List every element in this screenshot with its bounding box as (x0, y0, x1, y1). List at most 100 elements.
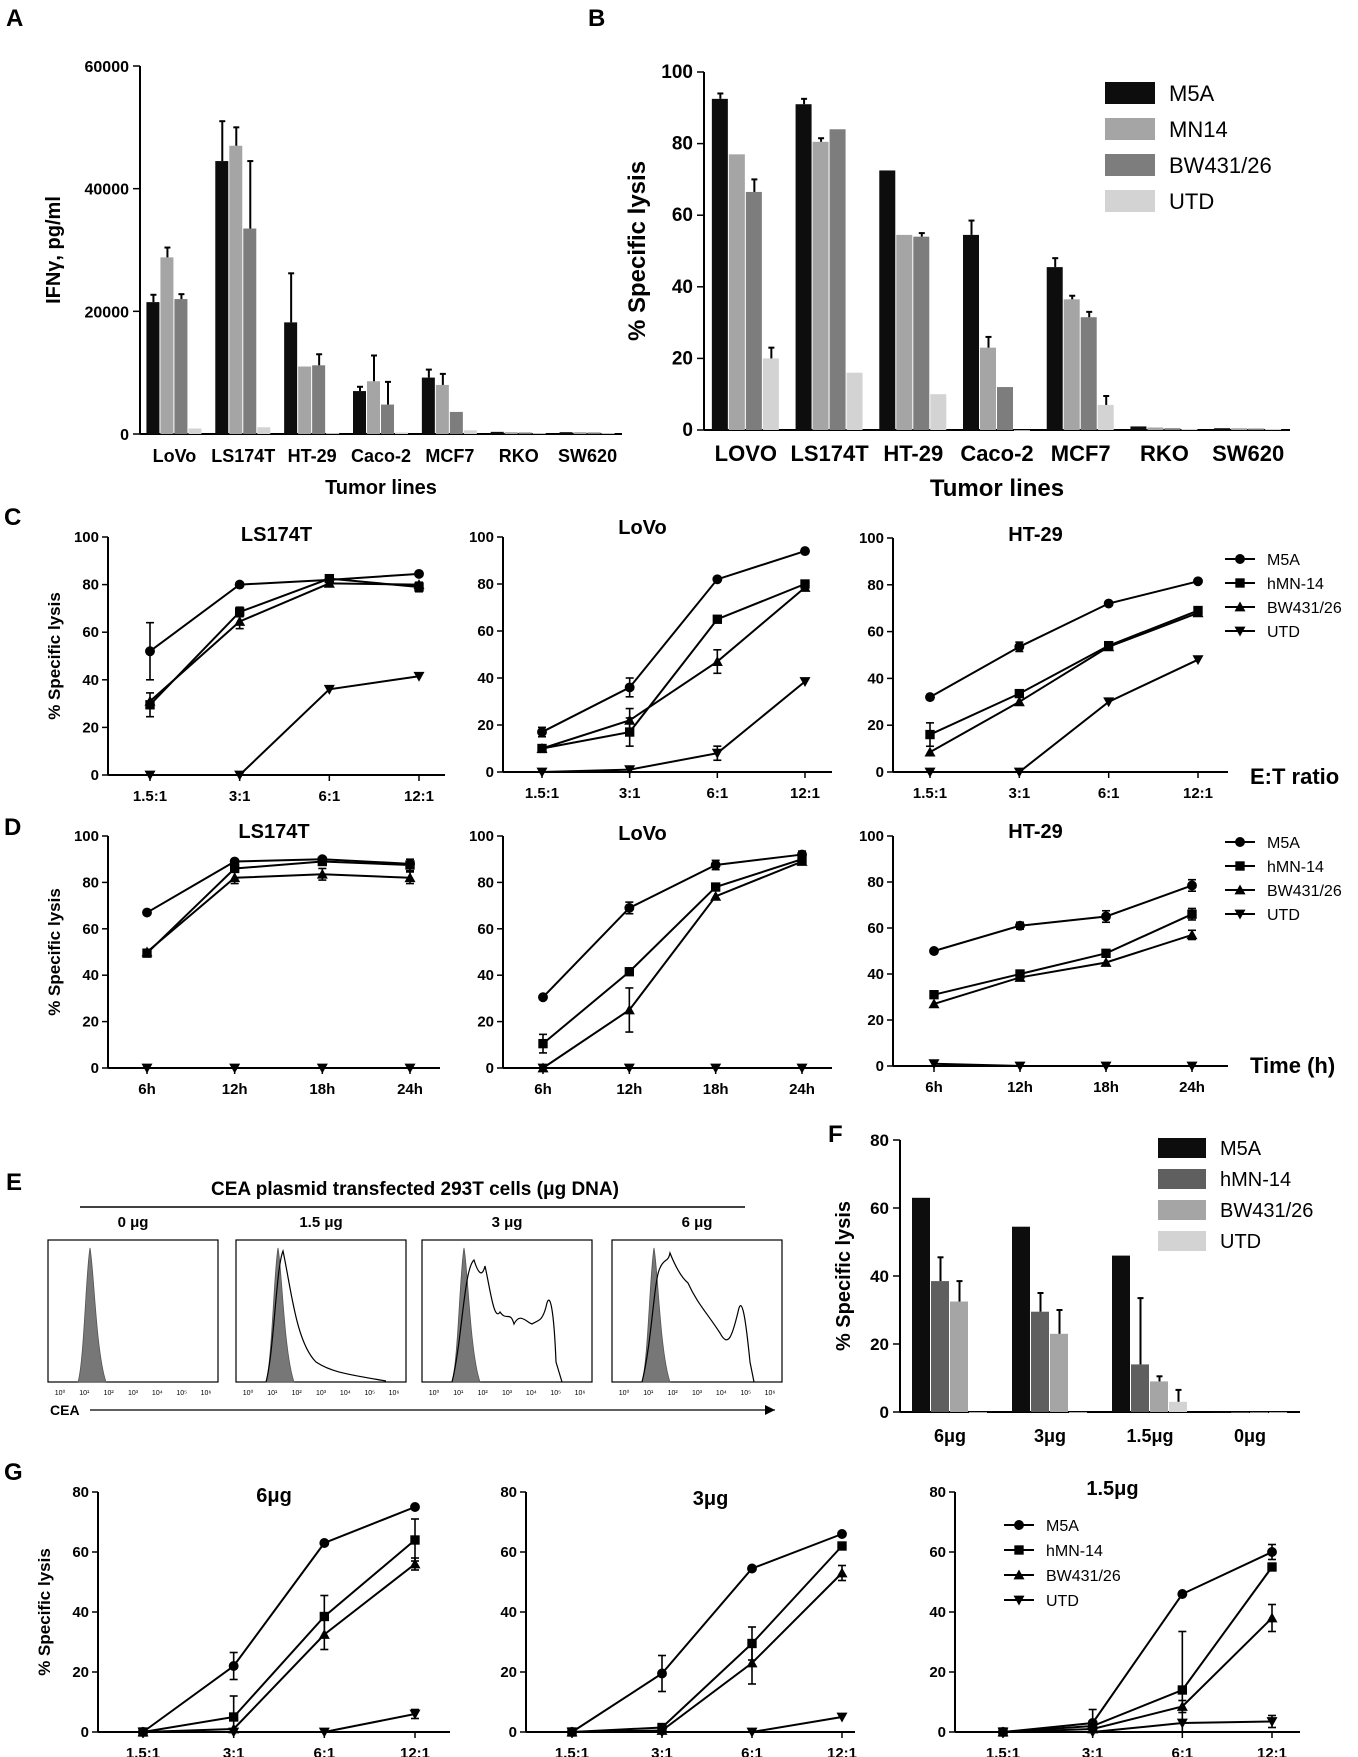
panel-d-ht29-chart-title: HT-29 (1008, 821, 1062, 843)
panel-c-lovo-circle-marker-icon (712, 574, 723, 585)
panel-c-lovo-series-line (541, 586, 806, 750)
panel-e-histogram-1-frame (47, 1239, 219, 1383)
panel-g-6g-y-axis-title: % Specific lysis (35, 1548, 54, 1676)
panel-b-legend-swatch (1105, 82, 1155, 104)
panel-c-lovo-y-tick-label: 20 (477, 717, 494, 734)
panel-d-ht29-series-line (933, 933, 1193, 1005)
panel-g-3g-inverted-triangle-marker-icon (836, 1712, 848, 1723)
panel-g-3g-y-tick-label: 0 (509, 1724, 517, 1741)
panel-d-ht29-x-tick-label: 12h (1007, 1079, 1033, 1096)
panel-a-bar-mn14 (573, 432, 587, 434)
panel-d-lovo-circle-marker-icon (624, 902, 635, 913)
panel-b-category-label: RKO (1140, 441, 1189, 466)
panel-g-15g-square-marker-icon (1267, 1562, 1277, 1572)
panel-d-legend-label: M5A (1267, 835, 1300, 852)
panel-c-ls174t-x-tick-label: 3:1 (229, 788, 251, 805)
panel-g-line-charts: 0 20 40 60 80 1.5:1 3:1 6:1 12:1 6μg % Specific ly… (35, 1478, 1300, 1757)
panel-d-lovo-y-tick-label: 60 (477, 921, 494, 938)
panel-d-legend-square-marker-icon (1235, 861, 1245, 871)
panel-f-y-axis-title: % Specific lysis (833, 1201, 855, 1351)
panel-c-ht29-series-line (930, 658, 1199, 773)
panel-f-bar-bw43126 (1150, 1381, 1168, 1412)
panel-d-legend-label: hMN-14 (1267, 859, 1324, 876)
panel-c-lovo-triangle-marker-icon (799, 582, 811, 592)
panel-b-category-label: LS174T (790, 441, 869, 466)
panel-a-bar-bw43126 (449, 411, 463, 434)
panel-d-lovo-triangle-marker-icon (796, 856, 808, 866)
panel-g-6g-square-marker-icon (410, 1535, 420, 1545)
panel-e-axis-label: CEA (50, 1402, 80, 1418)
panel-c-ht29-series-line (929, 609, 1199, 736)
panel-c-lovo-circle-marker-icon (537, 727, 547, 737)
panel-d-ht29-series-line (933, 1062, 1192, 1067)
panel-d-ls174t-inverted-triangle-marker-icon (229, 1063, 241, 1074)
panel-g-15g-x-tick-label: 3:1 (1082, 1745, 1104, 1757)
panel-c-ht29-y-tick-label: 0 (876, 764, 884, 781)
panel-b-bar-utd (1265, 428, 1282, 430)
panel-e-histogram-3-sample-curve (451, 1258, 563, 1383)
panel-d-ht29-triangle-marker-icon (1186, 929, 1198, 940)
panel-b-y-tick-label: 0 (682, 420, 693, 441)
panel-d-lovo-x-tick-label: 12h (616, 1081, 642, 1098)
panel-c-ht29-inverted-triangle-marker-icon (1192, 655, 1204, 666)
panel-d-ls174t-y-axis-title: % Specific lysis (45, 888, 64, 1016)
panel-d-ht29-circle-marker-icon (929, 946, 939, 956)
panel-b-bar-utd (930, 394, 947, 430)
panel-g-3g-series-line (571, 1572, 843, 1733)
panel-e-histogram-3-label: 3 μg (492, 1214, 523, 1231)
panel-g-15g-y-tick-label: 20 (929, 1664, 946, 1681)
panel-c-ht29-series-line (929, 580, 1199, 698)
panel-g-6g-inverted-triangle-marker-icon (137, 1727, 149, 1738)
panel-e-histogram-3-tick-label: 10³ (502, 1390, 513, 1397)
panel-f-legend-swatch (1158, 1231, 1206, 1251)
panel-d-ht29-y-tick-label: 80 (867, 874, 884, 891)
panel-g-legend-triangle-marker-icon (1013, 1569, 1025, 1580)
panel-a-bar-m5a (146, 302, 160, 434)
panel-d-ls174t-inverted-triangle-marker-icon (316, 1063, 328, 1074)
panel-f-bar-m5a (1112, 1255, 1130, 1412)
panel-g-6g-inverted-triangle-marker-icon (409, 1709, 421, 1720)
panel-e-histogram-3-control-peak (451, 1247, 481, 1383)
panel-g-6g-triangle-marker-icon (409, 1558, 421, 1569)
panel-d-lovo-series-line (542, 858, 803, 1045)
panel-d-ls174t-y-tick-label: 80 (82, 874, 99, 891)
panel-g-6g-circle-marker-icon (228, 1661, 239, 1671)
panel-d-x-axis-title: Time (h) (1250, 1053, 1335, 1078)
panel-g-6g-x-tick-label: 1.5:1 (126, 1745, 160, 1757)
panel-g-legend-label: M5A (1046, 1518, 1079, 1535)
panel-d-legend-inverted-triangle-marker-icon (1234, 909, 1246, 920)
panel-g-15g-triangle-marker-icon (1266, 1612, 1278, 1623)
panel-b-bar-mn14 (1147, 427, 1164, 430)
panel-b-y-tick-label: 100 (661, 62, 693, 83)
panel-f-y-tick-label: 0 (880, 1403, 889, 1422)
panel-g-6g-y-tick-label: 40 (72, 1604, 89, 1621)
panel-c-lovo-y-tick-label: 40 (477, 670, 494, 687)
panel-g-3g-series-line (571, 1533, 843, 1733)
panel-e-title: CEA plasmid transfected 293T cells (μg D… (211, 1179, 619, 1200)
panel-d-ls174t-circle-marker-icon (142, 907, 152, 918)
panel-b-bar-mn14 (1063, 299, 1080, 430)
panel-e-histogram-1-tick-label: 10² (104, 1390, 115, 1397)
panel-f-bar-utd (969, 1412, 987, 1413)
panel-a-y-axis-title: IFNγ, pg/ml (43, 196, 65, 304)
panel-d-lovo-square-marker-icon (624, 967, 635, 977)
panel-f-legend-swatch (1158, 1169, 1206, 1189)
panel-d-legend-circle-marker-icon (1235, 837, 1245, 847)
panel-g-3g-x-tick-label: 6:1 (741, 1745, 763, 1757)
panel-c-lovo-series-line (541, 680, 806, 773)
panel-d-ht29-triangle-marker-icon (1100, 957, 1112, 967)
panel-g-3g-inverted-triangle-marker-icon (656, 1727, 668, 1738)
panel-b-bar-bw43126 (997, 387, 1013, 430)
panel-g-15g-x-tick-label: 12:1 (1257, 1745, 1287, 1757)
panel-g-3g-y-tick-label: 80 (500, 1484, 517, 1501)
panel-d-ht29-circle-marker-icon (1101, 911, 1111, 922)
panel-e-histogram-3-tick-label: 10¹ (453, 1390, 464, 1397)
panel-d-lovo-y-tick-label: 100 (469, 828, 494, 845)
panel-d-legend-label: UTD (1267, 907, 1300, 924)
panel-c-ht29-square-marker-icon (925, 729, 935, 740)
panel-d-lovo-inverted-triangle-marker-icon (537, 1063, 549, 1074)
panel-d-legend-label: BW431/26 (1267, 883, 1342, 900)
panel-f-y-tick-label: 40 (870, 1267, 889, 1286)
panel-c-lovo-inverted-triangle-marker-icon (536, 767, 548, 778)
panel-d-legend-triangle-marker-icon (1234, 884, 1246, 895)
